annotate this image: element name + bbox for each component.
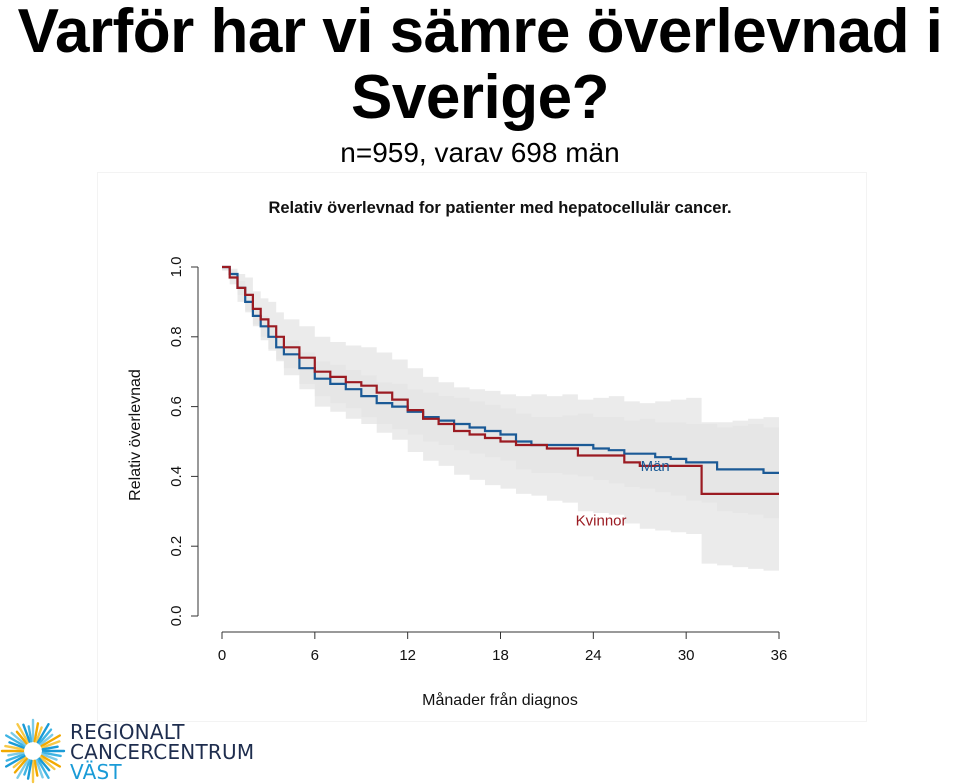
slide-title-line1: Varför har vi sämre överlevnad i bbox=[17, 0, 943, 66]
sun-ray bbox=[23, 759, 31, 776]
sun-ray bbox=[4, 734, 26, 748]
sun-ray bbox=[4, 744, 25, 751]
logo-text-line3: VÄST bbox=[70, 760, 122, 784]
sun-logo-icon bbox=[0, 718, 66, 784]
x-tick-label: 24 bbox=[585, 647, 602, 664]
sun-ray bbox=[22, 723, 31, 743]
series-line-kvinnor bbox=[222, 265, 779, 495]
y-tick-label: 0.6 bbox=[168, 396, 185, 417]
sun-ray bbox=[40, 754, 61, 768]
sun-ray bbox=[5, 753, 25, 762]
sun-ray bbox=[13, 757, 28, 774]
chart-panel: Relativ överlevnad for patienter med hep… bbox=[97, 172, 867, 722]
sun-ray bbox=[15, 730, 28, 745]
survival-chart: Relativ överlevnad for patienter med hep… bbox=[127, 199, 788, 709]
sun-ray bbox=[12, 756, 27, 769]
x-tick-label: 12 bbox=[399, 647, 416, 664]
sun-ray bbox=[39, 733, 54, 746]
sun-ray bbox=[7, 751, 25, 757]
x-tick-label: 30 bbox=[678, 647, 695, 664]
y-tick-label: 0.4 bbox=[168, 466, 185, 487]
series-label-kvinnor: Kvinnor bbox=[576, 512, 627, 529]
sun-ray bbox=[16, 722, 30, 744]
sun-ray bbox=[27, 725, 33, 743]
y-axis-label: Relativ överlevnad bbox=[127, 369, 144, 501]
sun-ray bbox=[33, 759, 39, 777]
sun-ray bbox=[8, 741, 25, 749]
ci-band-1 bbox=[222, 267, 779, 573]
slide-title-line2: Sverige? bbox=[351, 63, 609, 132]
series-label-män: Män bbox=[641, 458, 670, 475]
sun-ray bbox=[35, 726, 43, 743]
x-axis-label: Månader från diagnos bbox=[422, 691, 578, 709]
slide-subtitle: n=959, varav 698 män bbox=[340, 137, 620, 168]
logo-text-line1: REGIONALT bbox=[70, 720, 185, 744]
sun-ray bbox=[41, 751, 62, 758]
sun-ray bbox=[39, 756, 56, 771]
sun-ray bbox=[40, 734, 61, 748]
sun-ray bbox=[38, 757, 51, 772]
x-tick-label: 18 bbox=[492, 647, 509, 664]
x-tick-label: 36 bbox=[771, 647, 788, 664]
sun-ray bbox=[41, 745, 59, 751]
sun-ray bbox=[41, 753, 58, 761]
y-tick-label: 1.0 bbox=[168, 257, 185, 278]
sun-ray bbox=[4, 754, 26, 768]
sun-ray bbox=[16, 758, 30, 779]
x-tick-label: 0 bbox=[218, 647, 226, 664]
x-tick-label: 6 bbox=[311, 647, 319, 664]
logo-text-line2: CANCERCENTRUM bbox=[70, 740, 255, 764]
y-tick-label: 0.2 bbox=[168, 536, 185, 557]
sun-ray bbox=[35, 759, 44, 779]
y-tick-label: 0.0 bbox=[168, 606, 185, 627]
chart-title: Relativ överlevnad for patienter med hep… bbox=[268, 199, 731, 217]
sun-ray bbox=[41, 740, 61, 749]
sun-ray bbox=[26, 759, 33, 780]
sun-ray bbox=[33, 722, 40, 743]
sun-ray bbox=[36, 722, 50, 744]
sun-ray bbox=[10, 731, 27, 746]
sun-ray bbox=[36, 758, 50, 779]
rcc-logo: REGIONALT CANCERCENTRUM VÄST bbox=[0, 718, 254, 784]
sun-ray bbox=[38, 728, 53, 745]
y-tick-label: 0.8 bbox=[168, 326, 185, 347]
